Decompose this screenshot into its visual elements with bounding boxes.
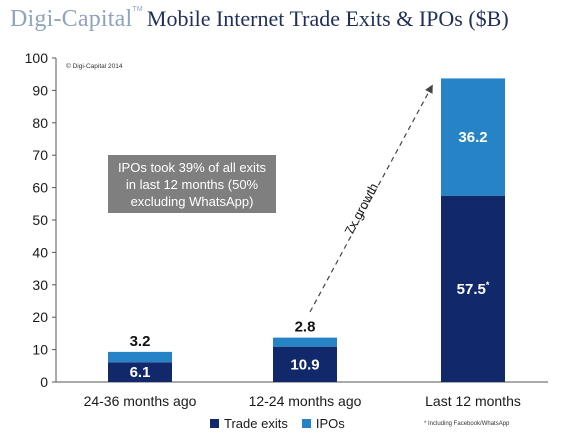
growth-arrow bbox=[309, 84, 433, 313]
x-category-label: 12-24 months ago bbox=[249, 393, 362, 409]
bars bbox=[108, 78, 505, 382]
y-tick-label: 50 bbox=[32, 212, 48, 228]
legend-item-trade-exits: Trade exits bbox=[210, 416, 288, 431]
bar-segment-ipos bbox=[441, 78, 505, 196]
bar-segment-trade-exits bbox=[441, 195, 505, 382]
legend-swatch-trade-exits bbox=[210, 419, 219, 428]
brand-logo: Digi-CapitalTM bbox=[10, 6, 143, 32]
legend-label-trade-exits: Trade exits bbox=[224, 416, 288, 431]
y-tick-label: 70 bbox=[32, 147, 48, 163]
bar-segment-ipos bbox=[273, 337, 337, 347]
data-label: 6.1 bbox=[130, 364, 151, 381]
axes: 0 10 20 30 40 50 60 70 80 90 100 24-36 months ago 12… bbox=[25, 50, 548, 409]
annotation-text: IPOs took 39% of all exits in last 12 mo… bbox=[117, 159, 267, 209]
y-tick-label: 90 bbox=[32, 82, 48, 98]
data-label: 36.2 bbox=[458, 129, 487, 146]
brand-name: Digi-Capital bbox=[10, 6, 133, 32]
source-note: © Digi-Capital 2014 bbox=[66, 63, 123, 70]
bar-segment-trade-exits bbox=[108, 362, 172, 382]
y-tick-label: 10 bbox=[32, 342, 48, 358]
chart-title: Mobile Internet Trade Exits & IPOs ($B) bbox=[146, 6, 509, 31]
y-tick-label: 80 bbox=[32, 115, 48, 131]
legend-item-ipos: IPOs bbox=[301, 416, 345, 431]
legend-swatch-ipos bbox=[301, 419, 311, 428]
y-tick-label: 0 bbox=[40, 374, 48, 390]
data-label: 3.2 bbox=[130, 333, 151, 350]
data-label: 57.5* bbox=[457, 280, 490, 298]
trademark: TM bbox=[132, 6, 143, 13]
y-tick-label: 60 bbox=[32, 180, 48, 196]
y-tick-label: 100 bbox=[25, 50, 49, 66]
y-tick-label: 30 bbox=[32, 277, 48, 293]
chart-header: Digi-CapitalTM Mobile Internet Trade Exit… bbox=[10, 6, 509, 33]
bar-segment-trade-exits bbox=[273, 346, 337, 382]
footnote: * Including Facebook/WhatsApp bbox=[424, 421, 510, 427]
y-tick-label: 40 bbox=[32, 244, 48, 260]
growth-label: 7x growth bbox=[341, 181, 381, 238]
x-category-label: 24-36 months ago bbox=[84, 393, 197, 409]
value-labels: 6.1 3.2 10.9 2.8 57.5* 36.2 bbox=[130, 129, 490, 381]
legend: Trade exits IPOs bbox=[210, 416, 345, 431]
data-label: 10.9 bbox=[290, 356, 319, 373]
y-tick-label: 20 bbox=[32, 309, 48, 325]
bar-segment-ipos bbox=[108, 351, 172, 363]
x-category-label: Last 12 months bbox=[425, 393, 521, 409]
annotation-box: IPOs took 39% of all exits in last 12 mo… bbox=[108, 155, 276, 213]
data-label: 2.8 bbox=[295, 319, 316, 336]
legend-label-ipos: IPOs bbox=[315, 416, 345, 431]
